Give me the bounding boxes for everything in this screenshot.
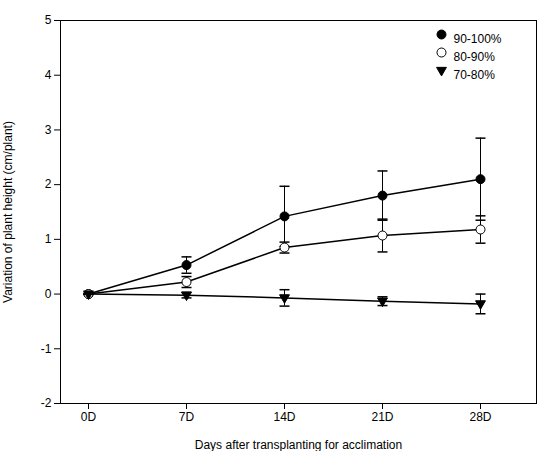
svg-text:2: 2: [45, 177, 52, 191]
svg-text:21D: 21D: [371, 410, 393, 424]
svg-text:Variation of plant height (cm/: Variation of plant height (cm/plant): [1, 121, 15, 303]
svg-text:28D: 28D: [469, 410, 491, 424]
svg-text:0: 0: [45, 287, 52, 301]
svg-text:7D: 7D: [179, 410, 195, 424]
svg-text:1: 1: [45, 232, 52, 246]
svg-text:80-90%: 80-90%: [454, 50, 496, 64]
svg-text:14D: 14D: [273, 410, 295, 424]
svg-text:3: 3: [45, 123, 52, 137]
svg-text:5: 5: [45, 13, 52, 27]
svg-text:-2: -2: [41, 396, 52, 410]
svg-text:70-80%: 70-80%: [454, 68, 496, 82]
svg-text:90-100%: 90-100%: [454, 32, 502, 46]
svg-text:Days after transplanting for a: Days after transplanting for acclimation: [195, 438, 402, 451]
svg-text:-1: -1: [41, 342, 52, 356]
svg-text:0D: 0D: [81, 410, 97, 424]
svg-text:4: 4: [45, 68, 52, 82]
